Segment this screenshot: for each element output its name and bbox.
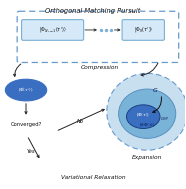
Text: Converged?: Converged?	[10, 122, 42, 127]
Text: $|\tilde{\Phi}(\tau^{\prime})\rangle$: $|\tilde{\Phi}(\tau^{\prime})\rangle$	[18, 86, 34, 94]
Text: Compression: Compression	[81, 65, 119, 70]
Ellipse shape	[119, 89, 176, 138]
Text: $|\delta\Phi(\tau)\rangle$: $|\delta\Phi(\tau)\rangle$	[139, 122, 156, 129]
Text: $|\Phi(\tau)\rangle$: $|\Phi(\tau)\rangle$	[136, 112, 150, 119]
Text: Expansion: Expansion	[132, 155, 162, 160]
Text: $G$: $G$	[152, 86, 158, 94]
Ellipse shape	[107, 73, 186, 150]
Ellipse shape	[126, 105, 160, 129]
FancyBboxPatch shape	[22, 20, 84, 40]
Ellipse shape	[5, 79, 47, 101]
FancyBboxPatch shape	[122, 20, 164, 40]
Text: $|\Phi_{N_c-1}(\tau^{\prime})\rangle$: $|\Phi_{N_c-1}(\tau^{\prime})\rangle$	[39, 25, 66, 35]
Text: Variational Relaxation: Variational Relaxation	[61, 175, 125, 180]
Text: No: No	[77, 119, 84, 124]
Text: Orthogonal Matching Pursuit: Orthogonal Matching Pursuit	[45, 8, 141, 14]
Text: Yes: Yes	[27, 149, 36, 154]
Text: $G_{VP}$: $G_{VP}$	[160, 116, 170, 123]
Text: $|\Phi_0(\tau^{\prime})\rangle$: $|\Phi_0(\tau^{\prime})\rangle$	[134, 25, 153, 35]
